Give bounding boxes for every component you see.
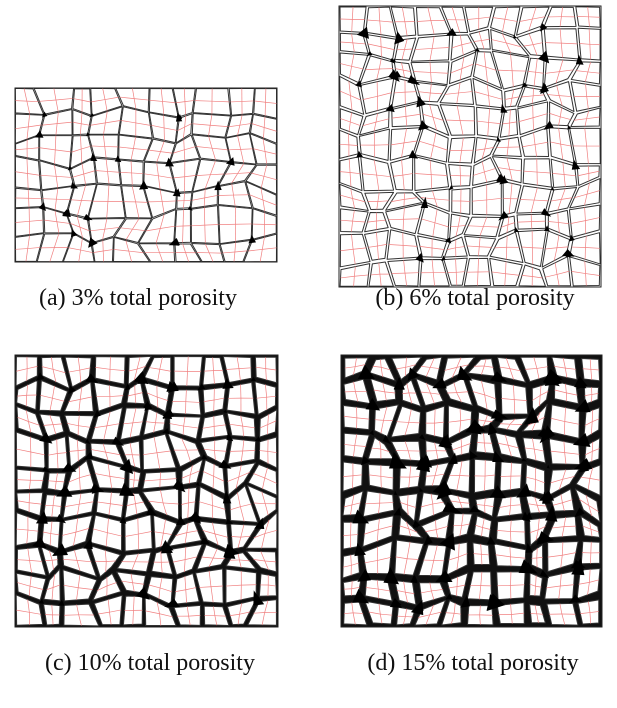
- panel-image: [15, 355, 278, 627]
- figure: (a) 3% total porosity (b) 6% total poros…: [0, 0, 617, 708]
- panel-image: [341, 355, 602, 627]
- panel-caption: (d) 15% total porosity: [367, 650, 578, 676]
- panel-caption: (a) 3% total porosity: [39, 285, 237, 311]
- panel-image: [15, 88, 277, 262]
- panel-caption: (b) 6% total porosity: [375, 285, 574, 311]
- panel-image: [339, 6, 601, 287]
- panel-caption: (c) 10% total porosity: [45, 650, 255, 676]
